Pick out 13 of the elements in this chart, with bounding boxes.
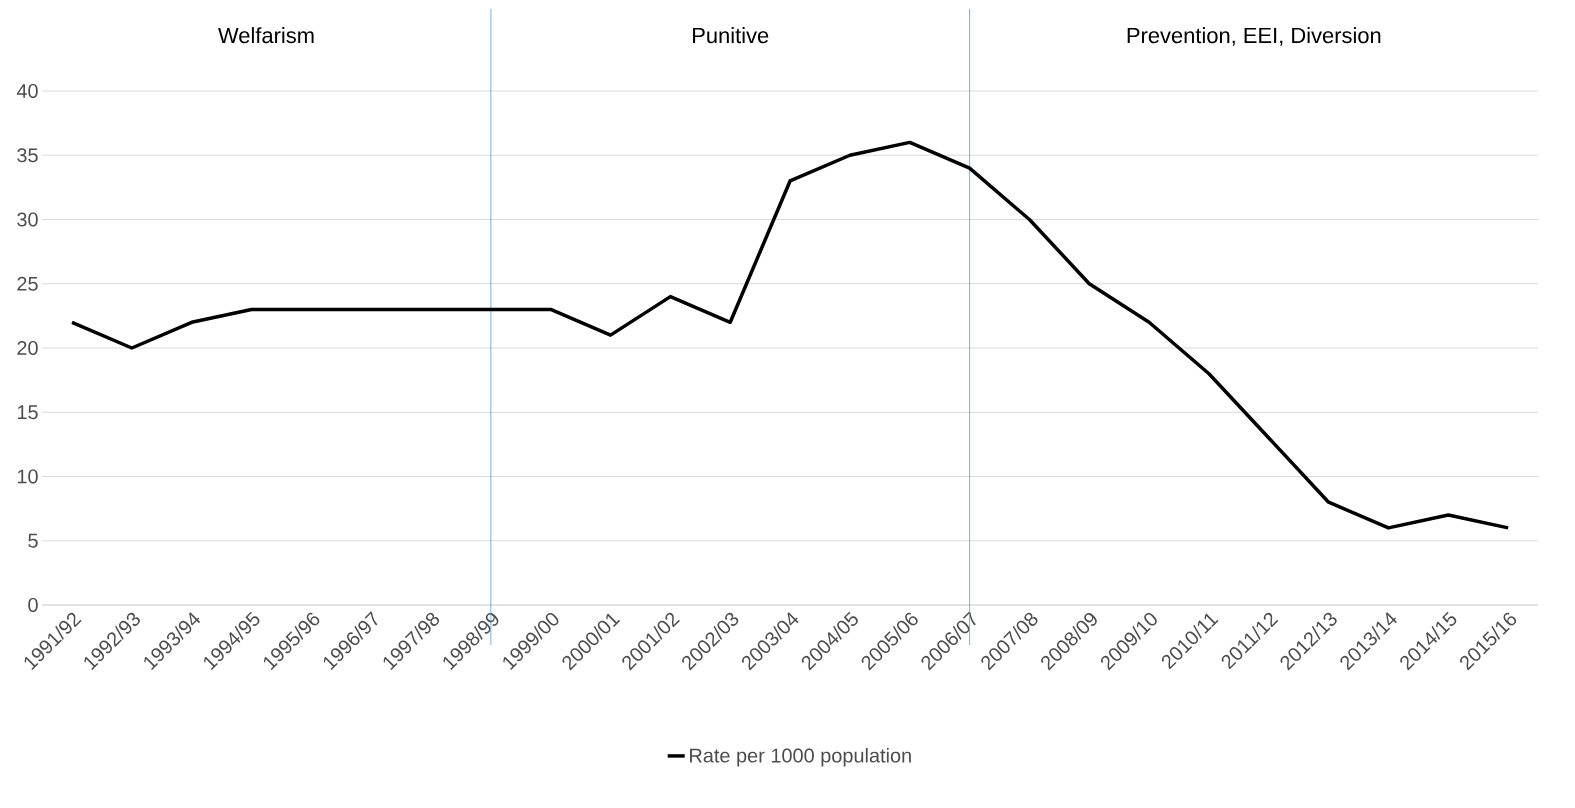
y-tick-label: 0 [28,597,38,613]
text: Punitive [693,27,769,44]
y-tick-label: 30 [17,212,38,227]
y-tick-label: 40 [16,83,38,99]
y-tick-label: 20 [17,340,38,356]
y-tick-label: 35 [17,148,38,163]
text: Welfarism [218,27,314,44]
legend-label: Rate per 1000 population [690,747,911,767]
y-tick-label: 15 [17,405,38,420]
y-tick-label: 25 [17,276,38,291]
text: Prevention, EEI, Diversion [1127,27,1381,46]
y-tick-label: 5 [28,533,38,548]
y-tick-label: 10 [17,469,38,484]
